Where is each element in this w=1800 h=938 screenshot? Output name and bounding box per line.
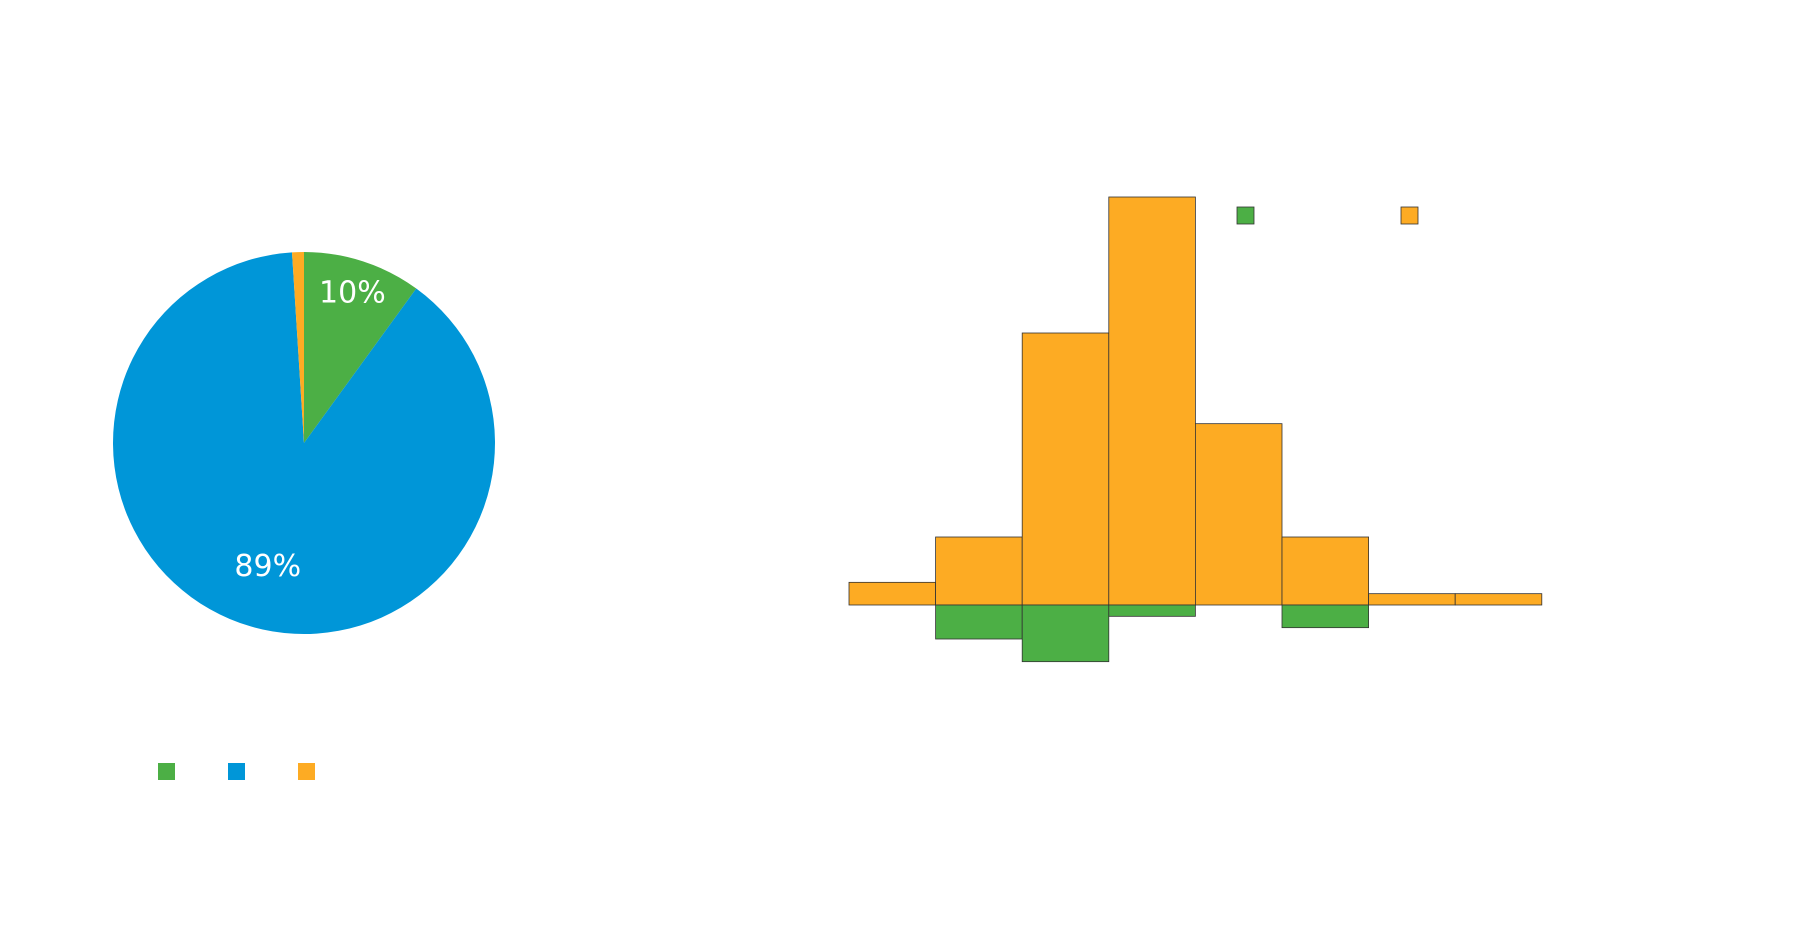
hist-bar-s1-b2: [1021, 604, 1110, 663]
pie-slice-1: [113, 252, 495, 634]
hist-bar-s1-b1: [935, 604, 1023, 640]
histogram-chart: [848, 196, 1543, 663]
pie-chart: 10% 89%: [113, 252, 495, 634]
hist-bar-s0-b4: [1195, 423, 1283, 606]
hist-bar-s0-b2: [1021, 332, 1110, 606]
pie-legend: [158, 763, 315, 780]
hist-bar-s0-b1: [935, 536, 1023, 606]
hist-bar-s0-b5: [1281, 536, 1369, 606]
hist-bar-s1-b5: [1281, 604, 1369, 629]
pie-legend-swatch-0: [158, 763, 175, 780]
hist-bar-s0-b0: [848, 581, 936, 606]
pie-slice-0: [304, 252, 417, 443]
hist-legend-swatch-1: [1400, 206, 1419, 225]
pie-legend-swatch-2: [298, 763, 315, 780]
pie-slice-label-1: 89%: [234, 549, 301, 584]
hist-legend-swatch-0: [1236, 206, 1255, 225]
hist-bar-s1-b3: [1108, 604, 1196, 617]
hist-bar-s0-b7: [1454, 593, 1543, 606]
histogram-legend: [1236, 206, 1419, 225]
hist-bar-s0-b6: [1368, 593, 1456, 606]
pie-slice-2: [292, 252, 304, 443]
pie-slice-label-0: 10%: [319, 276, 386, 311]
hist-bar-s0-b3: [1108, 196, 1196, 606]
pie-legend-swatch-1: [228, 763, 245, 780]
